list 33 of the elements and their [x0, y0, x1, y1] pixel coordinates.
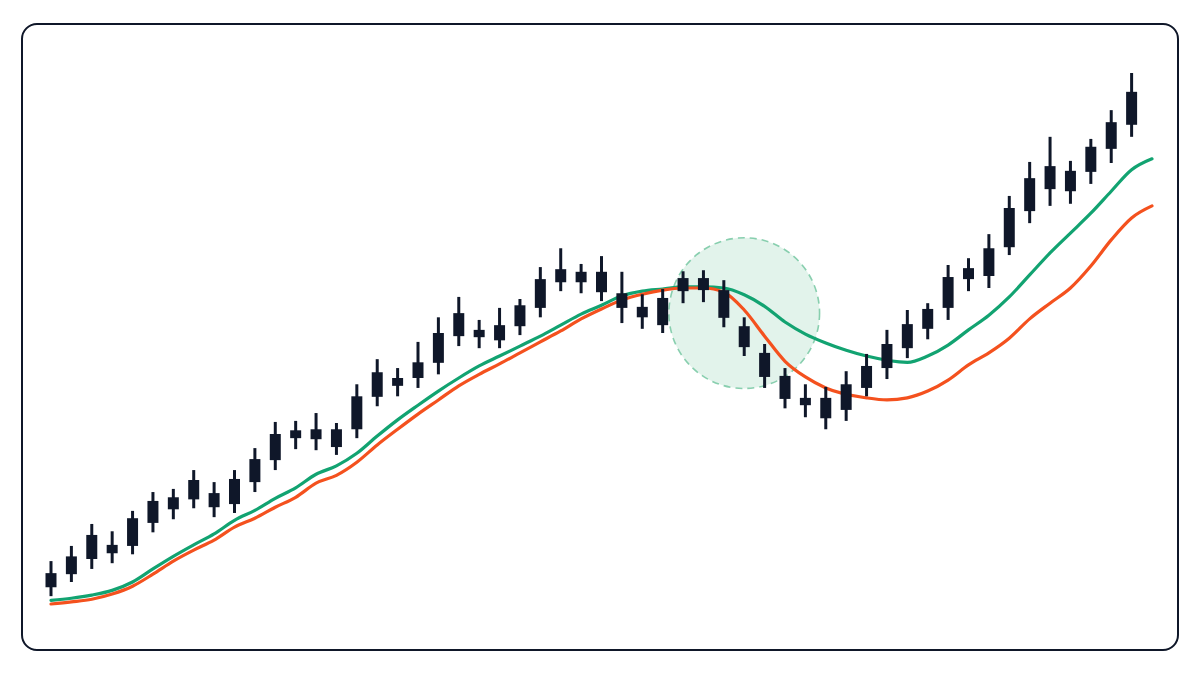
- candlestick: [799, 384, 811, 419]
- candlestick: [596, 256, 607, 303]
- candlestick: [820, 385, 832, 430]
- candlestick: [922, 303, 934, 340]
- candlestick: [106, 531, 118, 565]
- candlestick: [330, 422, 342, 455]
- candlestick: [473, 318, 485, 350]
- candlestick: [697, 270, 709, 304]
- candlestick: [290, 419, 302, 451]
- candlestick: [208, 482, 220, 519]
- candlestick: [249, 448, 261, 494]
- candlestick: [575, 262, 587, 294]
- candlestick: [392, 368, 404, 397]
- candlestick: [677, 271, 689, 305]
- candlestick: [188, 470, 200, 509]
- candlestick: [147, 492, 159, 533]
- candlestick: [167, 487, 179, 520]
- candlestick: [636, 294, 648, 329]
- candlestick: [738, 317, 750, 357]
- candlestick: [45, 561, 57, 598]
- candlestick: [514, 299, 526, 337]
- candlestick: [310, 413, 322, 452]
- candlestick: [963, 258, 974, 293]
- candlestick: [453, 295, 465, 348]
- candlestick: [555, 248, 567, 293]
- candlestick: [861, 352, 873, 397]
- candlestick: [412, 340, 424, 388]
- candlestick: [779, 368, 791, 409]
- candlestick: [494, 306, 506, 350]
- candlestick: [1044, 135, 1056, 206]
- candlestick: [616, 270, 628, 325]
- candlestick: [1064, 159, 1076, 204]
- candlestick: [65, 544, 77, 583]
